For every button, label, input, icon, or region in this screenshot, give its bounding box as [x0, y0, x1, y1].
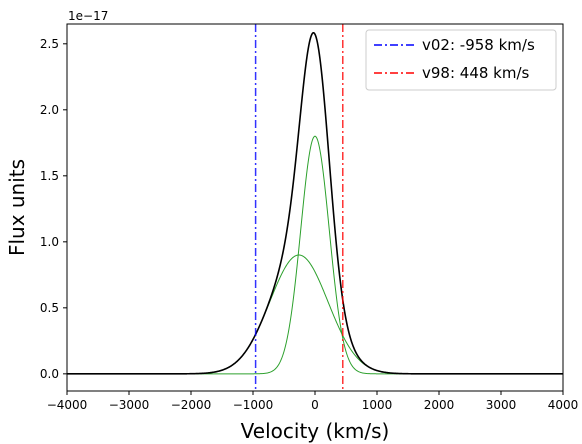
y-tick-label: 2.0 — [40, 103, 59, 117]
x-tick-label: −1000 — [233, 398, 274, 412]
plot-area — [67, 24, 563, 391]
x-tick-label: 1000 — [362, 398, 393, 412]
x-tick-label: 0 — [311, 398, 319, 412]
legend-label-v98: v98: 448 km/s — [422, 64, 530, 82]
component-curve-1 — [67, 135, 563, 375]
x-tick-label: 4000 — [548, 398, 579, 412]
y-tick-label: 1.5 — [40, 169, 59, 183]
total-curve — [67, 32, 563, 375]
y-axis-label: Flux units — [5, 159, 29, 256]
x-tick-label: −3000 — [109, 398, 150, 412]
y-offset-label: 1e−17 — [68, 9, 108, 23]
component-curve-2 — [67, 254, 563, 375]
y-tick-label: 2.5 — [40, 37, 59, 51]
legend-label-v02: v02: -958 km/s — [422, 36, 535, 54]
legend: v02: -958 km/s v98: 448 km/s — [365, 29, 557, 91]
x-tick-label: 3000 — [486, 398, 517, 412]
x-axis-label: Velocity (km/s) — [241, 419, 390, 443]
x-tick-label: −4000 — [47, 398, 88, 412]
x-tick-label: −2000 — [171, 398, 212, 412]
y-tick-label: 0.5 — [40, 301, 59, 315]
y-tick-label: 1.0 — [40, 235, 59, 249]
y-tick-label: 0.0 — [40, 367, 59, 381]
axes: −4000 −3000 −2000 −1000 0 1000 2000 3000 4000 0.0… — [40, 23, 579, 412]
x-tick-label: 2000 — [424, 398, 455, 412]
